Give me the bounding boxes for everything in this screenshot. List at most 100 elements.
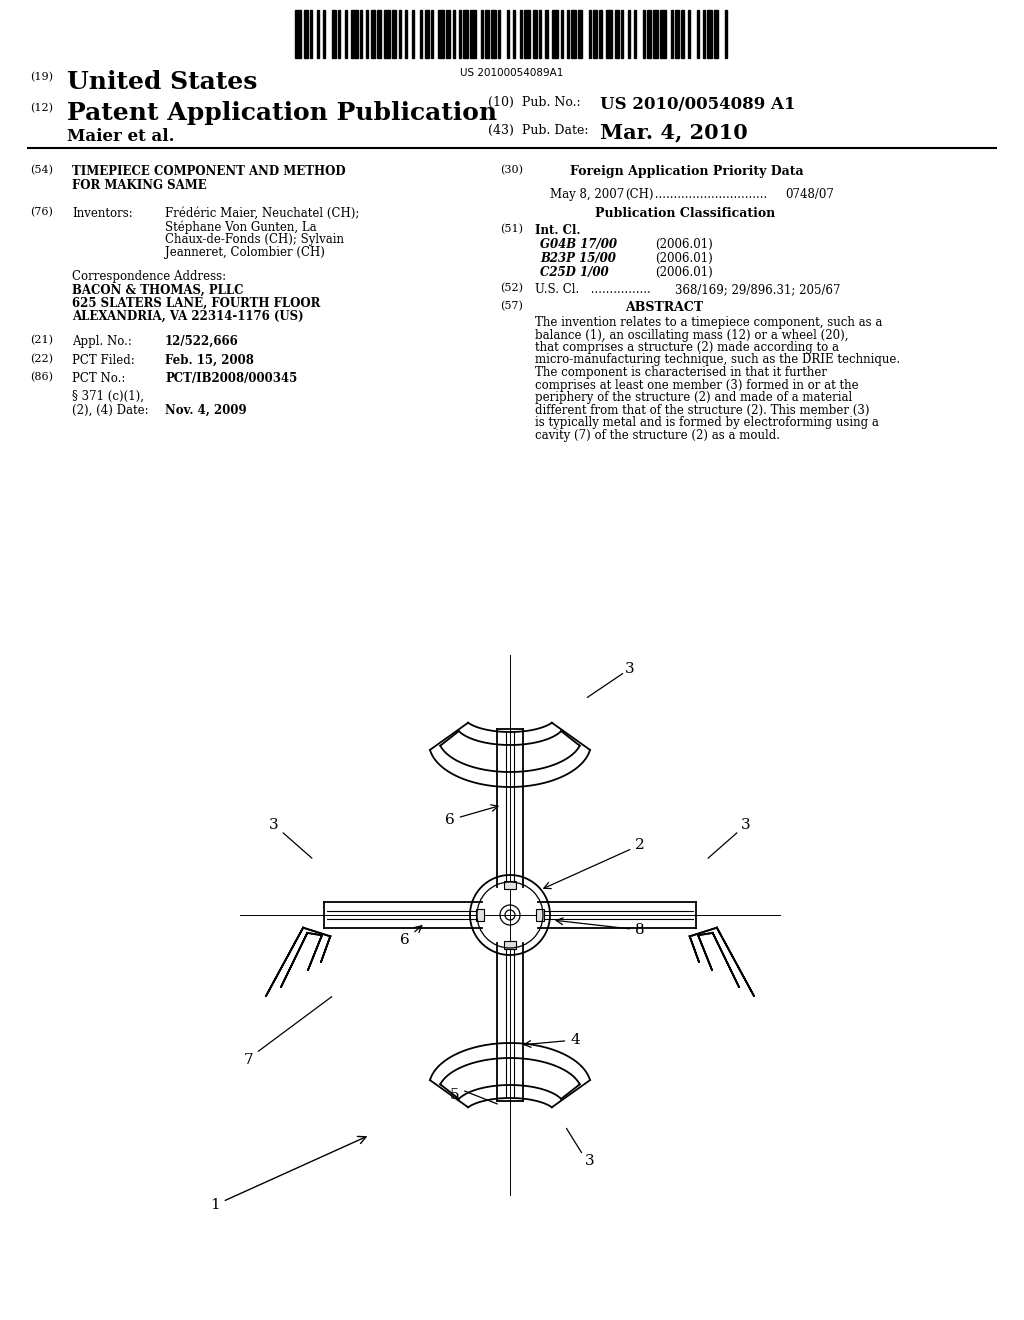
Bar: [304, 11, 308, 58]
Text: 1: 1: [210, 1137, 366, 1212]
Bar: [332, 11, 336, 58]
Text: Feb. 15, 2008: Feb. 15, 2008: [165, 354, 254, 367]
Bar: [671, 11, 673, 58]
Text: comprises at least one member (3) formed in or at the: comprises at least one member (3) formed…: [535, 379, 859, 392]
Text: G04B 17/00: G04B 17/00: [540, 238, 617, 251]
Text: (86): (86): [30, 372, 53, 383]
Bar: [367, 11, 369, 58]
Bar: [589, 11, 591, 58]
Text: (52): (52): [500, 282, 523, 293]
Bar: [606, 11, 612, 58]
Text: 2: 2: [544, 838, 645, 888]
Bar: [643, 11, 645, 58]
Text: (21): (21): [30, 335, 53, 346]
Text: 6: 6: [400, 925, 422, 946]
Bar: [431, 11, 433, 58]
Text: B23P 15/00: B23P 15/00: [540, 252, 615, 265]
Text: § 371 (c)(1),: § 371 (c)(1),: [72, 389, 144, 403]
Text: is typically metal and is formed by electroforming using a: is typically metal and is formed by elec…: [535, 416, 879, 429]
Text: PCT/IB2008/000345: PCT/IB2008/000345: [165, 372, 297, 385]
Text: (19): (19): [30, 73, 53, 82]
Text: BACON & THOMAS, PLLC: BACON & THOMAS, PLLC: [72, 284, 244, 297]
Text: 625 SLATERS LANE, FOURTH FLOOR: 625 SLATERS LANE, FOURTH FLOOR: [72, 297, 321, 310]
Text: Chaux-de-Fonds (CH); Sylvain: Chaux-de-Fonds (CH); Sylvain: [165, 234, 344, 246]
Text: (2006.01): (2006.01): [655, 238, 713, 251]
Bar: [682, 11, 684, 58]
Text: (51): (51): [500, 224, 523, 235]
Bar: [571, 11, 575, 58]
Bar: [377, 11, 381, 58]
Text: periphery of the structure (2) and made of a material: periphery of the structure (2) and made …: [535, 391, 852, 404]
Bar: [338, 11, 340, 58]
Text: ..............................: ..............................: [651, 187, 771, 201]
Bar: [406, 11, 408, 58]
Bar: [539, 11, 541, 58]
Bar: [567, 11, 569, 58]
Bar: [420, 11, 422, 58]
Text: United States: United States: [67, 70, 257, 94]
Text: (22): (22): [30, 354, 53, 364]
Bar: [345, 11, 347, 58]
Bar: [504, 880, 516, 888]
Text: PCT No.:: PCT No.:: [72, 372, 125, 385]
Bar: [412, 11, 414, 58]
Bar: [398, 11, 400, 58]
Bar: [384, 11, 390, 58]
Bar: [647, 11, 651, 58]
Text: 8: 8: [556, 917, 645, 937]
Bar: [653, 11, 657, 58]
Bar: [351, 11, 357, 58]
Text: FOR MAKING SAME: FOR MAKING SAME: [72, 180, 207, 191]
Text: Jeanneret, Colombier (CH): Jeanneret, Colombier (CH): [165, 246, 325, 259]
Bar: [498, 11, 500, 58]
Bar: [634, 11, 636, 58]
Text: The component is characterised in that it further: The component is characterised in that i…: [535, 366, 827, 379]
Bar: [688, 11, 690, 58]
Text: 5: 5: [451, 1088, 460, 1102]
Bar: [614, 11, 618, 58]
Text: Frédéric Maier, Neuchatel (CH);: Frédéric Maier, Neuchatel (CH);: [165, 207, 359, 220]
Bar: [425, 11, 429, 58]
Text: cavity (7) of the structure (2) as a mould.: cavity (7) of the structure (2) as a mou…: [535, 429, 780, 441]
Bar: [480, 11, 483, 58]
Text: 3: 3: [585, 1154, 595, 1168]
Bar: [371, 11, 375, 58]
Bar: [708, 11, 712, 58]
Text: Patent Application Publication: Patent Application Publication: [67, 102, 497, 125]
Text: (43)  Pub. Date:: (43) Pub. Date:: [488, 124, 589, 137]
Text: 6: 6: [445, 805, 498, 828]
Text: TIMEPIECE COMPONENT AND METHOD: TIMEPIECE COMPONENT AND METHOD: [72, 165, 346, 178]
Text: ................: ................: [587, 282, 650, 296]
Text: Int. Cl.: Int. Cl.: [535, 224, 581, 238]
Text: (57): (57): [500, 301, 523, 312]
Bar: [560, 11, 563, 58]
Text: C25D 1/00: C25D 1/00: [540, 267, 608, 279]
Text: 12/522,666: 12/522,666: [165, 335, 239, 348]
Bar: [546, 11, 548, 58]
Text: US 2010/0054089 A1: US 2010/0054089 A1: [600, 96, 796, 114]
Bar: [659, 11, 667, 58]
Text: (2), (4) Date:: (2), (4) Date:: [72, 404, 148, 417]
Text: Appl. No.:: Appl. No.:: [72, 335, 132, 348]
Bar: [507, 11, 509, 58]
Text: Nov. 4, 2009: Nov. 4, 2009: [165, 404, 247, 417]
Text: 368/169; 29/896.31; 205/67: 368/169; 29/896.31; 205/67: [675, 282, 841, 296]
Bar: [310, 11, 312, 58]
Text: Correspondence Address:: Correspondence Address:: [72, 271, 226, 282]
Text: that comprises a structure (2) made according to a: that comprises a structure (2) made acco…: [535, 341, 839, 354]
Bar: [578, 11, 583, 58]
Text: ALEXANDRIA, VA 22314-1176 (US): ALEXANDRIA, VA 22314-1176 (US): [72, 310, 304, 323]
Text: Publication Classification: Publication Classification: [595, 207, 775, 220]
Bar: [459, 11, 461, 58]
Text: (CH): (CH): [625, 187, 653, 201]
Text: US 20100054089A1: US 20100054089A1: [461, 69, 563, 78]
Bar: [513, 11, 515, 58]
Bar: [714, 11, 718, 58]
Bar: [725, 11, 727, 58]
Text: (2006.01): (2006.01): [655, 252, 713, 265]
Bar: [552, 11, 558, 58]
Bar: [524, 11, 530, 58]
Text: Foreign Application Priority Data: Foreign Application Priority Data: [570, 165, 804, 178]
Text: ABSTRACT: ABSTRACT: [625, 301, 703, 314]
Bar: [453, 11, 455, 58]
